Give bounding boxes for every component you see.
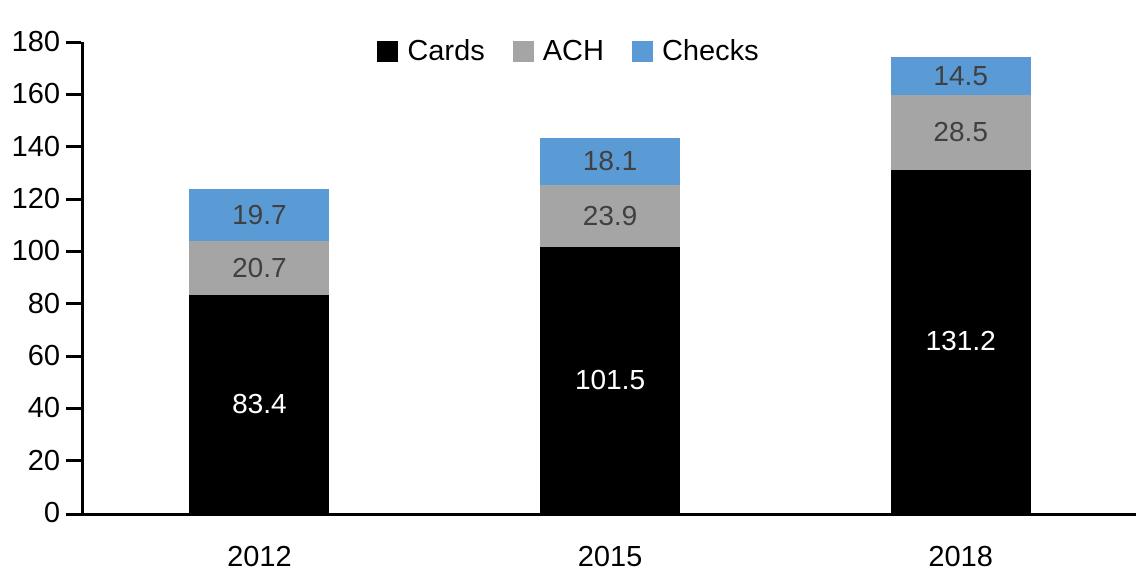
bar-segment-cards-2012: 83.4: [189, 294, 330, 513]
x-axis-category-label: 2018: [928, 541, 993, 573]
bar-segment-cards-2015: 101.5: [540, 247, 680, 513]
y-axis-tick-label: 80: [27, 287, 60, 320]
bar-segment-ach-2018: 28.5: [890, 95, 1031, 170]
legend-item-ach: ACH: [512, 34, 604, 67]
bar-value-label: 83.4: [232, 387, 287, 419]
y-axis-tick: [66, 249, 81, 253]
y-axis-tick: [66, 145, 81, 149]
chart-legend: Cards ACH Checks: [0, 34, 1136, 67]
y-axis-tick-label: 140: [11, 130, 60, 163]
bar-value-label: 23.9: [582, 200, 638, 232]
bar-segment-ach-2015: 23.9: [540, 184, 680, 248]
y-axis-tick: [66, 92, 81, 96]
y-axis-tick: [66, 459, 81, 463]
x-axis-line: [66, 513, 1136, 516]
y-axis-tick-label: 20: [27, 444, 60, 477]
y-axis-line: [81, 42, 84, 513]
y-axis-tick-label: 160: [11, 78, 60, 111]
bar-value-label: 19.7: [232, 198, 287, 230]
legend-swatch-icon: [377, 40, 399, 62]
bar-value-label: 101.5: [574, 364, 646, 396]
x-axis-category-label: 2012: [227, 541, 292, 573]
legend-item-cards: Cards: [377, 34, 485, 67]
legend-label: ACH: [542, 34, 604, 67]
y-axis-tick: [66, 40, 81, 44]
bar-segment-ach-2012: 20.7: [189, 240, 330, 295]
bar-segment-cards-2018: 131.2: [890, 169, 1031, 513]
x-axis-category-label: 2015: [577, 541, 643, 573]
bar-value-label: 20.7: [232, 251, 287, 283]
y-axis-tick-label: 40: [27, 392, 60, 425]
bar-value-label: 18.1: [582, 145, 638, 177]
y-axis-tick: [66, 406, 81, 410]
legend-label: Cards: [407, 34, 485, 67]
y-axis-tick-label: 60: [27, 340, 60, 372]
y-axis-tick-label: 120: [11, 183, 60, 215]
bar-value-label: 14.5: [933, 60, 988, 92]
bar-value-label: 131.2: [925, 325, 996, 357]
legend-swatch-icon: [512, 40, 534, 62]
legend-item-checks: Checks: [631, 34, 759, 67]
y-axis-tick: [66, 354, 81, 358]
y-axis-tick: [66, 302, 81, 306]
bar-segment-checks-2012: 19.7: [189, 189, 330, 241]
legend-label: Checks: [661, 34, 759, 67]
bar-value-label: 28.5: [933, 116, 988, 148]
y-axis-tick-label: 180: [11, 26, 60, 58]
y-axis-tick-label: 0: [43, 497, 60, 529]
y-axis-tick: [66, 197, 81, 201]
bar-segment-checks-2018: 14.5: [890, 57, 1031, 96]
y-axis-tick-label: 100: [11, 235, 60, 268]
bar-segment-checks-2015: 18.1: [540, 137, 680, 185]
legend-swatch-icon: [631, 40, 653, 62]
